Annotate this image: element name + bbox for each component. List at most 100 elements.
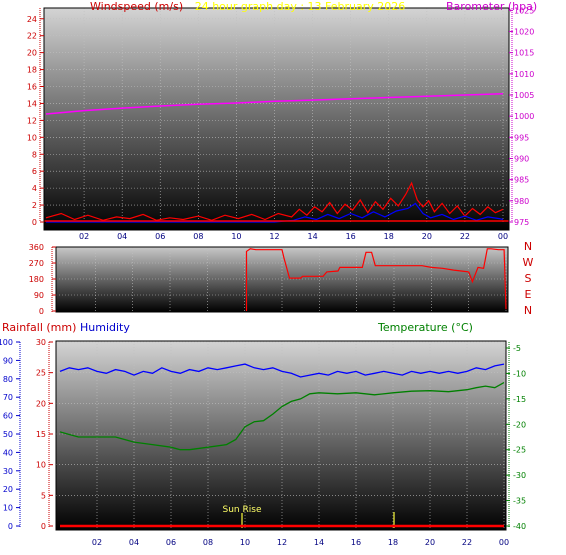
wind-panel-axes: 0246810121416182022249759809859909951000… [27,6,535,241]
direction-panel-grid [56,247,508,312]
windspeed-tick-label: 20 [27,49,37,58]
compass-label: E [525,288,532,301]
humidity-tick-label: 100 [0,338,13,347]
compass-label: N [524,240,532,253]
humidity-tick-label: 90 [3,356,13,365]
wind-x-tick-label: 20 [422,232,432,241]
humidity-tick-label: 20 [3,485,13,494]
barometer-tick-label: 1020 [514,27,534,36]
barometer-axis-label: Barometer (hpa) [446,0,537,13]
barometer-tick-label: 1015 [514,49,534,58]
wind-panel-frame [43,7,510,231]
rain-tick-label: 30 [36,338,46,347]
humidity-tick-label: 40 [3,448,13,457]
rain-temp-panel-series [59,363,505,528]
rain-temp-x-tick-label: 04 [129,538,139,547]
temperature-tick-label: -15 [513,395,526,404]
rain-tick-label: 5 [41,491,46,500]
rain-temp-x-tick-label: 22 [462,538,472,547]
windspeed-tick-label: 8 [32,150,37,159]
wind-x-tick-label: 14 [307,232,317,241]
wind-x-tick-label: 10 [231,232,241,241]
humidity-tick-label: 30 [3,467,13,476]
rain-tick-label: 15 [36,430,46,439]
temperature-axis-label: Temperature (°C) [377,321,473,334]
rain-tick-label: 25 [36,369,46,378]
rain-temp-x-tick-label: 16 [351,538,361,547]
rain-temp-x-tick-label: 08 [203,538,213,547]
humidity-tick-label: 10 [3,504,13,513]
rain-temp-panel-background [56,341,506,530]
barometer-tick-label: 990 [514,154,529,163]
barometer-tick-label: 995 [514,133,529,142]
humidity-tick-label: 80 [3,375,13,384]
wind-direction-line [245,248,507,311]
direction-tick-label: 180 [29,275,44,284]
temperature-tick-label: -25 [513,446,526,455]
windspeed-tick-label: 24 [27,15,37,24]
wind-gust-line [45,181,504,221]
wind-x-tick-label: 00 [498,232,508,241]
wind-panel-series [44,92,509,223]
windspeed-tick-label: 10 [27,133,37,142]
compass-label: N [524,304,532,317]
humidity-tick-label: 60 [3,412,13,421]
wind-x-tick-label: 18 [384,232,394,241]
rain-temp-panel-frame [55,340,507,531]
barometer-tick-label: 980 [514,197,529,206]
direction-tick-label: 360 [29,243,44,252]
wind-x-tick-label: 16 [346,232,356,241]
windspeed-tick-label: 16 [27,83,37,92]
rain-tick-label: 0 [41,522,46,531]
wind-x-tick-label: 08 [193,232,203,241]
windspeed-tick-label: 6 [32,167,37,176]
wind-x-tick-label: 06 [155,232,165,241]
wind-panel-grid [44,8,509,222]
wind-panel-background [44,8,509,230]
barometer-tick-label: 1005 [514,91,534,100]
windspeed-tick-label: 0 [32,218,37,227]
humidity-axis-label: Humidity [80,321,130,334]
humidity-tick-label: 70 [3,393,13,402]
windspeed-tick-label: 4 [32,184,37,193]
rain-temp-x-tick-label: 00 [499,538,509,547]
barometer-tick-label: 975 [514,218,529,227]
humidity-tick-label: 0 [8,522,13,531]
compass-label: W [523,256,534,269]
windspeed-tick-label: 14 [27,99,37,108]
direction-panel-series [245,248,507,311]
direction-tick-label: 90 [34,291,44,300]
rain-temp-x-tick-label: 14 [314,538,324,547]
rain-temp-x-tick-label: 06 [166,538,176,547]
rain-temp-x-tick-label: 20 [425,538,435,547]
rain-temp-x-tick-label: 18 [388,538,398,547]
compass-label: S [525,272,532,285]
temperature-tick-label: -10 [513,369,526,378]
wind-x-tick-label: 02 [79,232,89,241]
rain-tick-label: 10 [36,461,46,470]
windspeed-tick-label: 12 [27,116,37,125]
temperature-tick-label: -35 [513,497,526,506]
windspeed-axis-label: Windspeed (m/s) [90,0,183,13]
wind-x-tick-label: 22 [460,232,470,241]
barometer-tick-label: 1025 [514,6,534,15]
temperature-line [59,382,505,451]
direction-tick-label: 270 [29,259,44,268]
humidity-line [59,363,505,378]
wind-x-tick-label: 12 [269,232,279,241]
wind-x-tick-label: 04 [117,232,127,241]
barometer-line [45,92,504,115]
rainfall-axis-label: Rainfall (mm) [2,321,76,334]
sunrise-annotation: Sun Rise [223,505,262,515]
windspeed-tick-label: 2 [32,201,37,210]
rain-temp-x-tick-label: 10 [240,538,250,547]
temperature-tick-label: -20 [513,420,526,429]
rain-temp-panel-axes: 0102030405060708090100051015202530-5-10-… [0,338,526,547]
rain-temp-x-tick-label: 02 [92,538,102,547]
windspeed-tick-label: 18 [27,66,37,75]
temperature-tick-label: -30 [513,471,526,480]
barometer-tick-label: 1010 [514,70,534,79]
wind-speed-line [46,202,504,223]
